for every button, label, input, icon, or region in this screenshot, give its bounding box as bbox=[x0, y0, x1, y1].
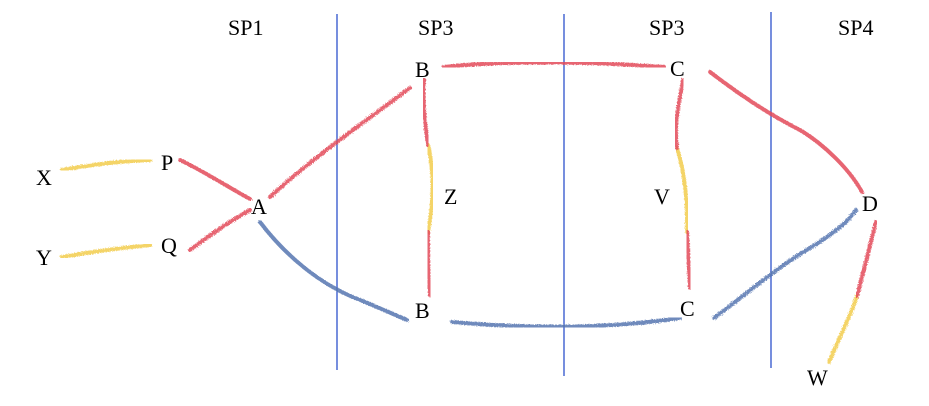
edge-x-p bbox=[60, 158, 152, 172]
edge-v-c bbox=[685, 230, 692, 290]
column-label-sp3-left: SP3 bbox=[418, 15, 453, 40]
node-label-c-bottom: C bbox=[680, 296, 695, 321]
node-label-v: V bbox=[654, 184, 670, 209]
edge-a-b-bottom bbox=[258, 220, 409, 322]
edge-c-d bbox=[708, 70, 864, 194]
node-label-z: Z bbox=[444, 184, 457, 209]
node-label-a: A bbox=[251, 194, 267, 219]
node-label-b-top: B bbox=[415, 57, 430, 82]
edge-p-a bbox=[178, 158, 252, 201]
node-label-d: D bbox=[862, 191, 878, 216]
edge-d-w bbox=[855, 220, 878, 298]
node-label-y: Y bbox=[36, 245, 52, 270]
edge-q-a bbox=[188, 208, 252, 252]
column-label-sp1: SP1 bbox=[228, 15, 263, 40]
edge-y-q bbox=[60, 243, 152, 259]
node-label-w: W bbox=[807, 365, 828, 390]
column-label-sp4: SP4 bbox=[838, 15, 873, 40]
edge-b-c-bottom bbox=[450, 316, 682, 329]
edge-z-segment bbox=[426, 143, 435, 234]
node-label-p: P bbox=[161, 150, 173, 175]
edge-c-d-bottom bbox=[712, 208, 858, 320]
node-label-x: X bbox=[36, 165, 52, 190]
node-label-c-top: C bbox=[670, 56, 685, 81]
node-label-b-bottom: B bbox=[415, 298, 430, 323]
node-label-q: Q bbox=[161, 233, 177, 258]
column-label-sp3-right: SP3 bbox=[649, 15, 684, 40]
edge-z-b bbox=[426, 230, 432, 297]
edge-a-b-top bbox=[268, 86, 412, 199]
edge-b-z bbox=[421, 78, 430, 147]
edge-w-segment bbox=[827, 294, 859, 364]
edge-b-c-top bbox=[442, 60, 666, 69]
edge-c-v bbox=[673, 78, 685, 150]
edge-v-segment bbox=[675, 146, 690, 234]
